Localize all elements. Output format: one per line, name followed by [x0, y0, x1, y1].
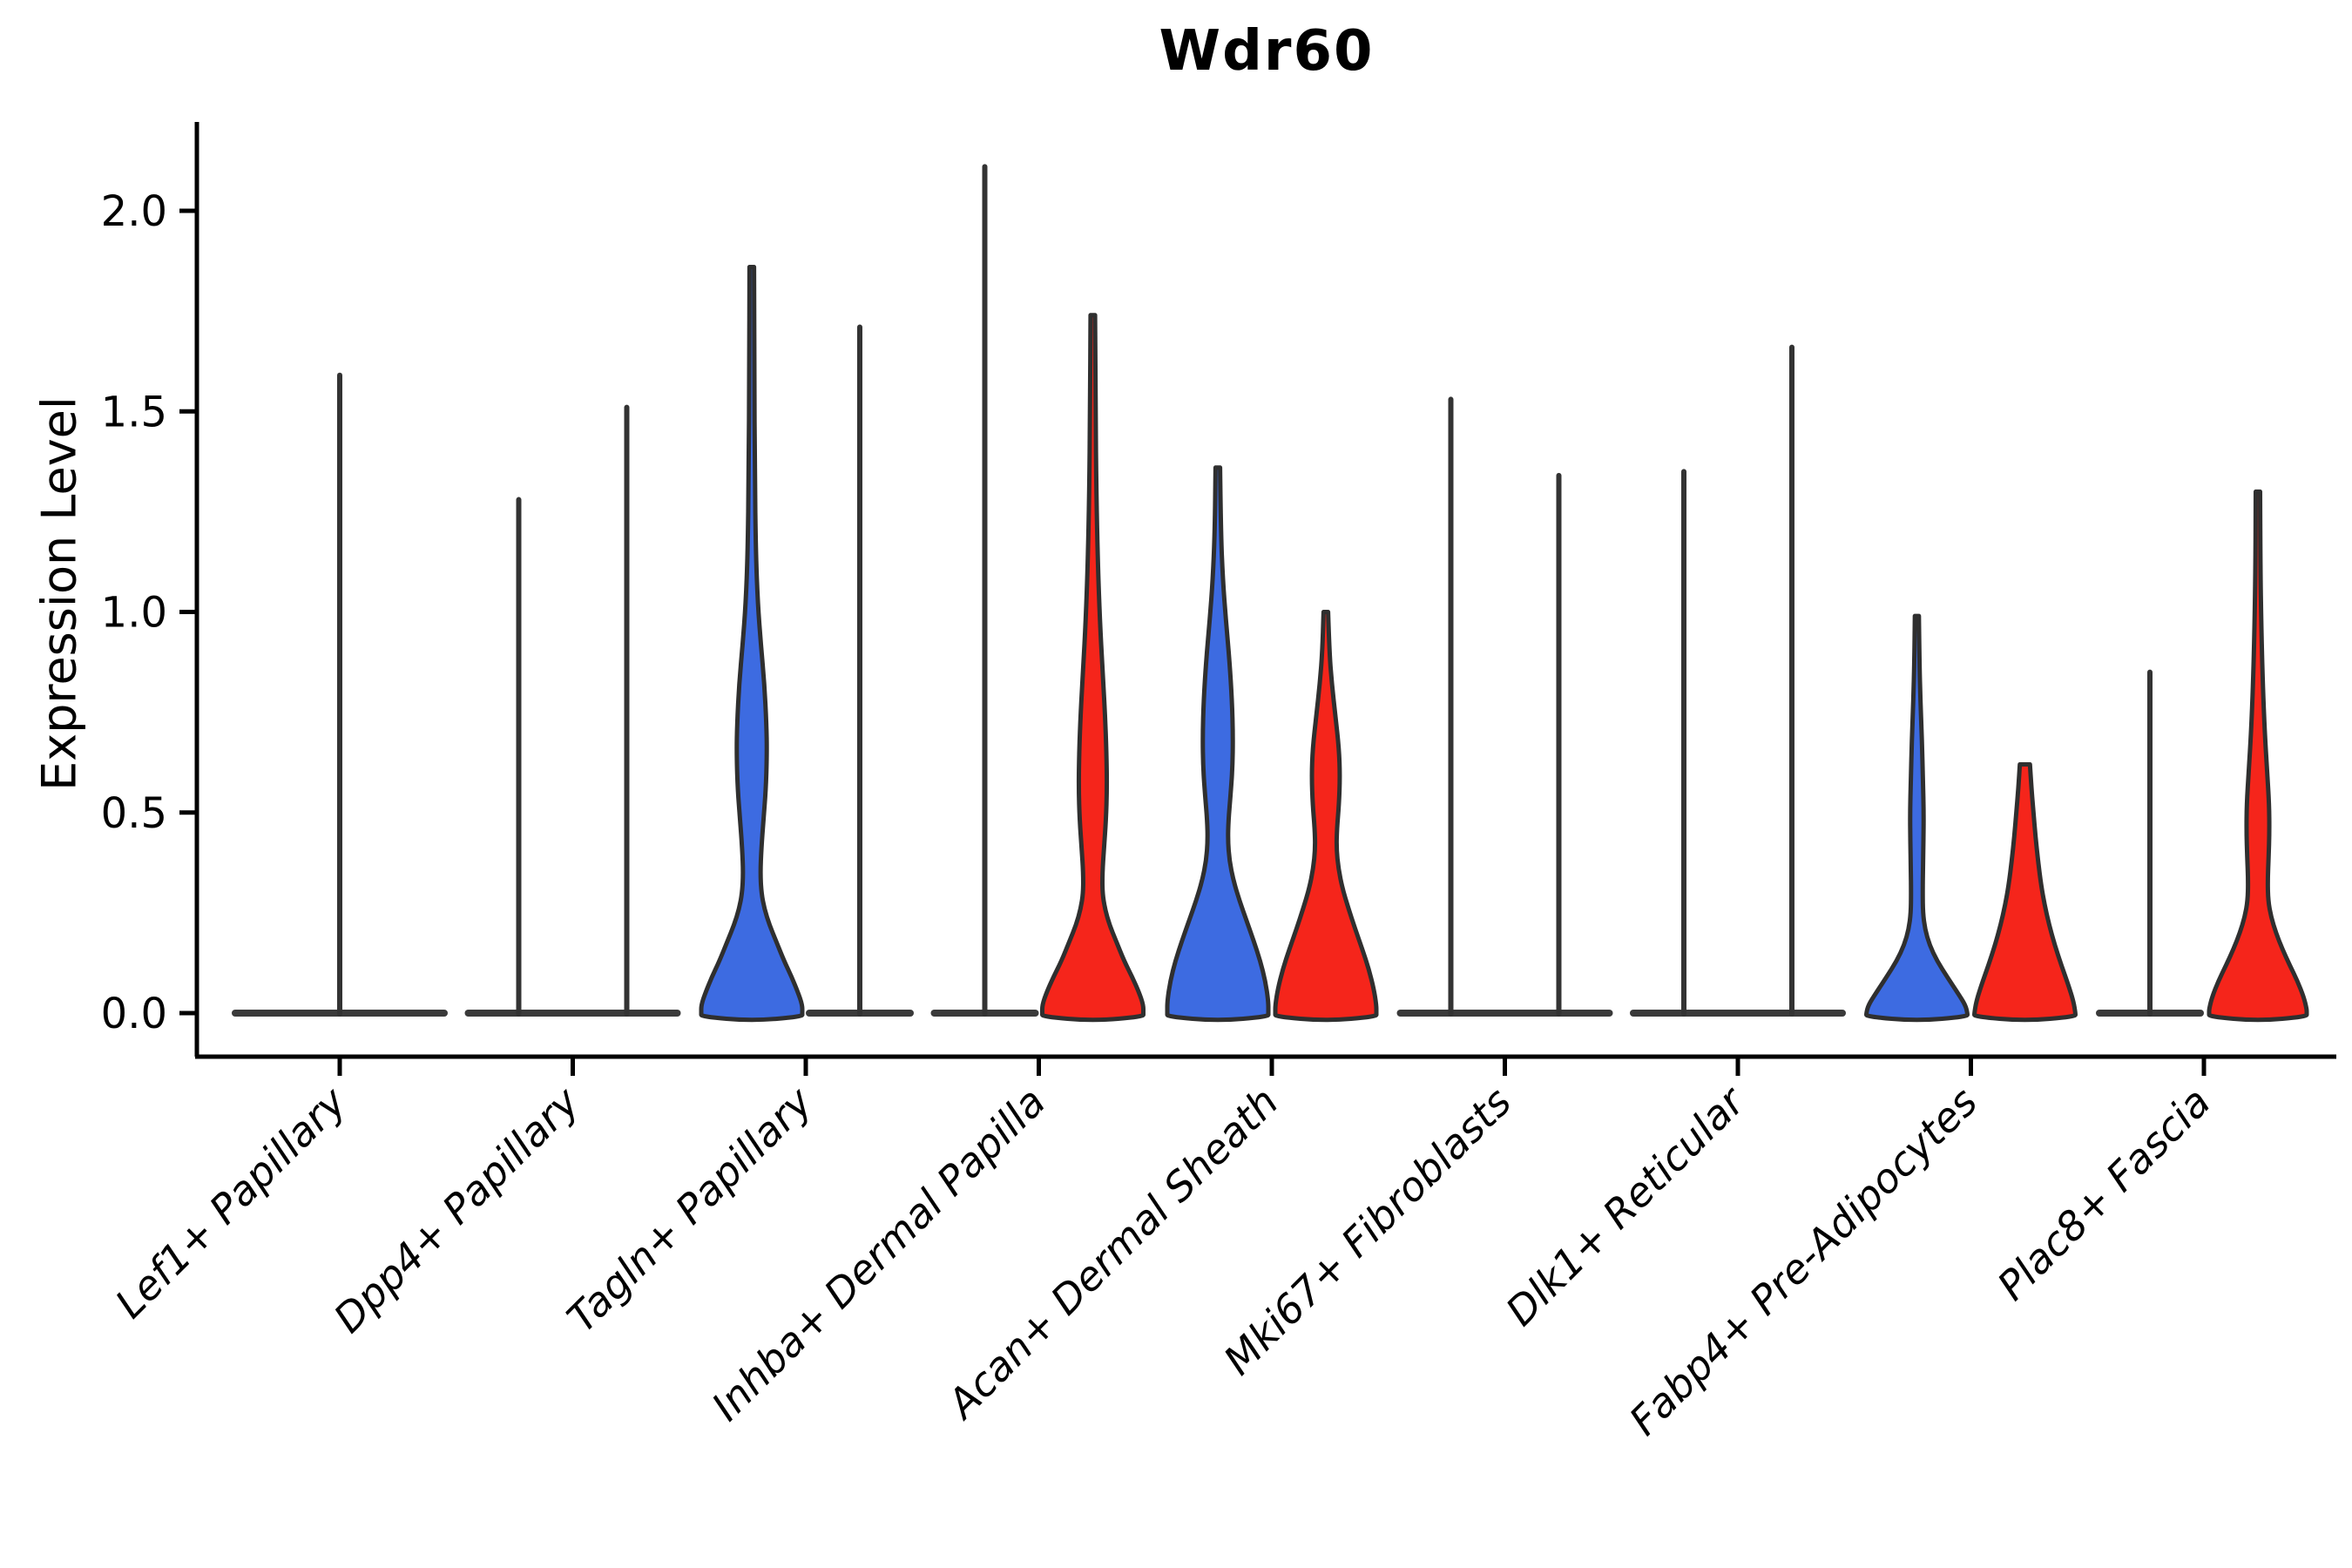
y-tick-label: 1.0	[101, 589, 167, 638]
y-tick-label: 1.5	[101, 388, 167, 436]
violin-baseline	[1396, 1010, 1613, 1017]
x-tick-label: Dpp4+ Papillary	[325, 1078, 589, 1342]
violin-red	[2207, 489, 2309, 1023]
x-tick-label: Tagln+ Papillary	[558, 1078, 821, 1342]
violin-red	[1273, 610, 1379, 1023]
y-tick-label: 0.5	[101, 789, 167, 838]
violin-baseline	[464, 1010, 681, 1017]
violin-baseline	[1630, 1010, 1846, 1017]
violin-red	[1972, 761, 2078, 1023]
y-tick-label: 2.0	[101, 187, 167, 236]
x-tick-label: Plac8+ Fascia	[1988, 1078, 2219, 1309]
x-tick-label: Lef1+ Papillary	[106, 1078, 355, 1327]
chart-title: Wdr60	[1159, 19, 1375, 84]
x-tick-label: Dlk1+ Reticular	[1497, 1076, 1755, 1335]
violin-blue	[1165, 465, 1271, 1023]
violin-blue	[1864, 613, 1970, 1023]
violin-blue	[699, 264, 805, 1023]
violin-red	[1040, 313, 1146, 1023]
y-tick-label: 0.0	[101, 990, 167, 1038]
